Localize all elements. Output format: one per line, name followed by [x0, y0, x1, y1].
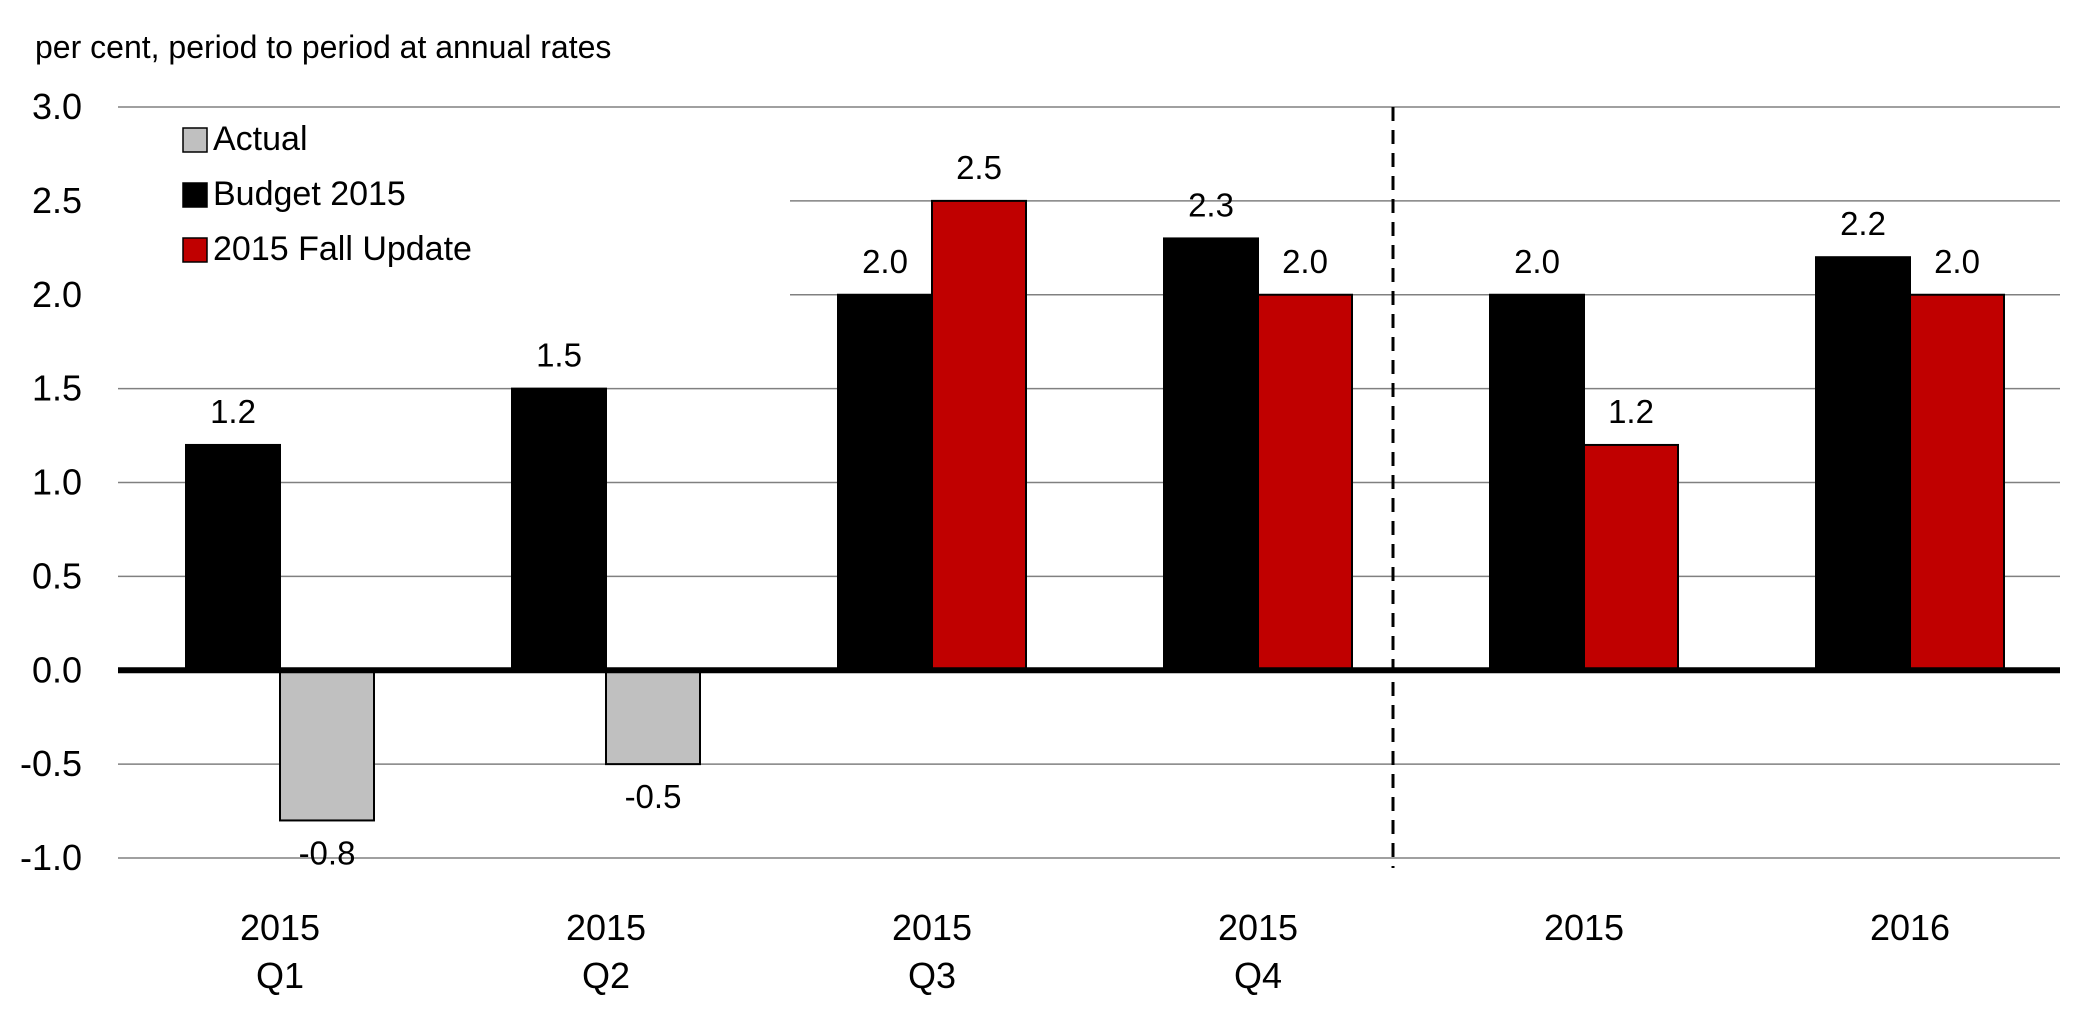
- x-category-label: Q4: [1234, 955, 1282, 996]
- bar-budget-2015: [185, 443, 281, 672]
- bar-budget-2015: [837, 293, 933, 672]
- bar-budget-2015: [1815, 256, 1911, 672]
- bar-actual: [279, 669, 375, 822]
- data-label: -0.8: [299, 834, 356, 871]
- x-category-label: Q1: [256, 955, 304, 996]
- y-tick-label: 1.5: [32, 368, 82, 409]
- data-label: 2.0: [862, 243, 908, 280]
- x-category-label: 2015: [240, 907, 320, 948]
- x-category-label: 2016: [1870, 907, 1950, 948]
- legend-swatch: [182, 237, 208, 263]
- y-tick-label: 2.5: [32, 180, 82, 221]
- y-tick-label: 2.0: [32, 274, 82, 315]
- legend-swatch: [182, 127, 208, 153]
- bars: [185, 199, 2005, 822]
- bar-fall-update: [1257, 293, 1353, 672]
- y-tick-label: -1.0: [20, 837, 82, 878]
- bar-budget-2015: [511, 387, 607, 672]
- legend-label: Budget 2015: [213, 175, 406, 213]
- bar-budget-2015: [1489, 293, 1585, 672]
- y-tick-label: 0.0: [32, 649, 82, 690]
- x-category-label: Q2: [582, 955, 630, 996]
- data-label: 1.2: [210, 393, 256, 430]
- data-labels: 1.2 -0.8 1.5 -0.5 2.0 2.5 2.3 2.0 2.0 1.2 2.2 2.0: [210, 149, 1980, 872]
- y-tick-label: -0.5: [20, 743, 82, 784]
- bar-budget-2015: [1163, 237, 1259, 672]
- x-category-label: 2015: [566, 907, 646, 948]
- data-label: 2.2: [1840, 205, 1886, 242]
- x-category-label: 2015: [1218, 907, 1298, 948]
- legend-label: 2015 Fall Update: [213, 230, 472, 268]
- x-category-label: Q3: [908, 955, 956, 996]
- data-label: 2.0: [1934, 243, 1980, 280]
- axes: 3.0 2.5 2.0 1.5 1.0 0.5 0.0 -0.5 -1.0 2015 Q1 2015 Q…: [20, 86, 2060, 996]
- gridlines: [118, 106, 2060, 859]
- y-tick-label: 3.0: [32, 86, 82, 127]
- bar-actual: [605, 669, 701, 766]
- y-axis-label: per cent, period to period at annual rat…: [35, 29, 611, 65]
- data-label: 2.5: [956, 149, 1002, 186]
- x-category-label: 2015: [1544, 907, 1624, 948]
- data-label: 1.2: [1608, 393, 1654, 430]
- legend-swatch: [182, 182, 208, 208]
- bar-fall-update: [931, 199, 1027, 672]
- legend: Actual Budget 2015 2015 Fall Update: [182, 120, 472, 268]
- data-label: 2.0: [1514, 243, 1560, 280]
- data-label: 1.5: [536, 337, 582, 374]
- data-label: -0.5: [625, 778, 682, 815]
- x-category-label: 2015: [892, 907, 972, 948]
- legend-label: Actual: [213, 120, 308, 158]
- data-label: 2.3: [1188, 186, 1234, 223]
- y-tick-label: 1.0: [32, 462, 82, 503]
- bar-fall-update: [1909, 293, 2005, 672]
- y-tick-label: 0.5: [32, 555, 82, 596]
- data-label: 2.0: [1282, 243, 1328, 280]
- bar-fall-update: [1583, 443, 1679, 672]
